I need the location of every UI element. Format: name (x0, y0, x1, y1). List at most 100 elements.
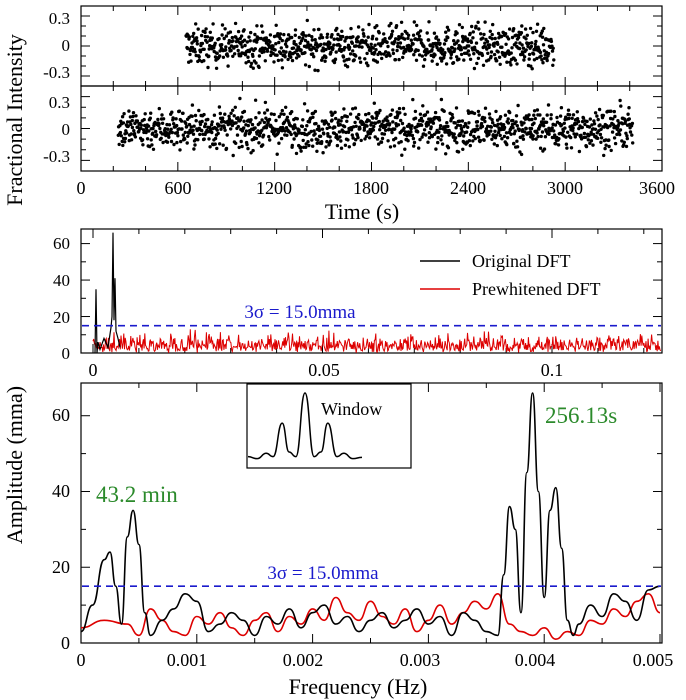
data-point (521, 137, 526, 141)
data-point (213, 142, 217, 146)
data-point (323, 59, 327, 63)
data-point (481, 36, 485, 40)
dft-zoom-original-line (80, 392, 661, 637)
data-point (239, 34, 244, 38)
data-point (260, 118, 264, 122)
data-point (442, 42, 447, 46)
data-point (160, 113, 164, 117)
data-point (460, 129, 464, 133)
data-point (294, 43, 298, 47)
data-point (224, 45, 228, 49)
data-point (544, 120, 549, 125)
data-point (461, 147, 465, 151)
data-point (357, 112, 361, 117)
data-point (198, 122, 203, 127)
data-point (440, 59, 444, 63)
data-point (452, 132, 456, 136)
data-point (571, 113, 576, 117)
data-point (391, 51, 396, 56)
data-point (346, 138, 350, 142)
data-point (197, 108, 201, 113)
data-point (209, 123, 214, 127)
dft-full-ytick-label: 20 (53, 308, 70, 327)
data-point (345, 35, 349, 40)
data-point (520, 24, 524, 28)
data-point (254, 136, 259, 141)
data-point (236, 48, 240, 53)
data-point (262, 120, 267, 125)
data-point (338, 135, 342, 139)
data-point (305, 109, 310, 113)
data-point (498, 115, 503, 119)
data-point (223, 27, 227, 31)
dft-zoom-ytick-label: 40 (52, 481, 70, 501)
data-point (193, 50, 197, 54)
data-point (530, 117, 534, 122)
data-point (412, 144, 416, 148)
data-point (393, 39, 397, 44)
data-point (515, 124, 519, 128)
data-point (539, 134, 543, 139)
data-point (510, 35, 515, 40)
data-point (587, 125, 592, 129)
data-point (546, 103, 551, 107)
data-point (388, 122, 392, 126)
data-point (483, 20, 487, 24)
data-point (149, 111, 153, 115)
data-point (531, 134, 535, 138)
data-point (197, 55, 201, 59)
data-point (477, 113, 481, 117)
data-point (373, 121, 378, 126)
data-point (371, 116, 375, 120)
dft-zoom-ytick-label: 20 (52, 557, 70, 577)
data-point (335, 143, 340, 148)
data-point (542, 124, 546, 128)
data-point (492, 44, 496, 48)
data-point (261, 133, 266, 137)
data-point (540, 35, 545, 39)
data-point (235, 44, 239, 48)
data-point (276, 32, 280, 36)
data-point (246, 55, 250, 59)
data-point (601, 113, 605, 118)
window-inset-frame (246, 383, 412, 469)
data-point (324, 145, 328, 149)
data-point (235, 133, 240, 137)
data-point (530, 41, 534, 45)
amplitude-axis-label: Amplitude (mma) (2, 386, 27, 544)
data-point (121, 143, 125, 148)
data-point (489, 50, 494, 54)
data-point (255, 40, 259, 44)
data-point (345, 115, 349, 119)
data-point (398, 111, 402, 115)
data-point (131, 114, 135, 119)
data-point (312, 129, 316, 133)
data-point (492, 52, 497, 57)
data-point (386, 119, 390, 123)
data-point (624, 144, 629, 149)
data-point (542, 26, 546, 31)
data-point (513, 129, 517, 133)
data-point (485, 39, 490, 44)
data-point (374, 48, 378, 52)
data-point (234, 141, 238, 145)
data-point (385, 115, 389, 119)
data-point (401, 55, 405, 60)
data-point (317, 27, 321, 32)
data-point (352, 142, 357, 146)
data-point (175, 130, 180, 135)
data-point (496, 42, 500, 46)
data-point (467, 44, 471, 48)
data-point (444, 62, 449, 66)
data-point (483, 106, 488, 110)
data-point (420, 54, 424, 58)
data-point (450, 112, 454, 117)
data-point (247, 59, 251, 64)
data-point (165, 140, 170, 144)
data-point (268, 33, 273, 37)
data-point (202, 47, 206, 51)
data-point (409, 127, 413, 131)
data-point (120, 139, 124, 144)
data-point (231, 54, 235, 58)
